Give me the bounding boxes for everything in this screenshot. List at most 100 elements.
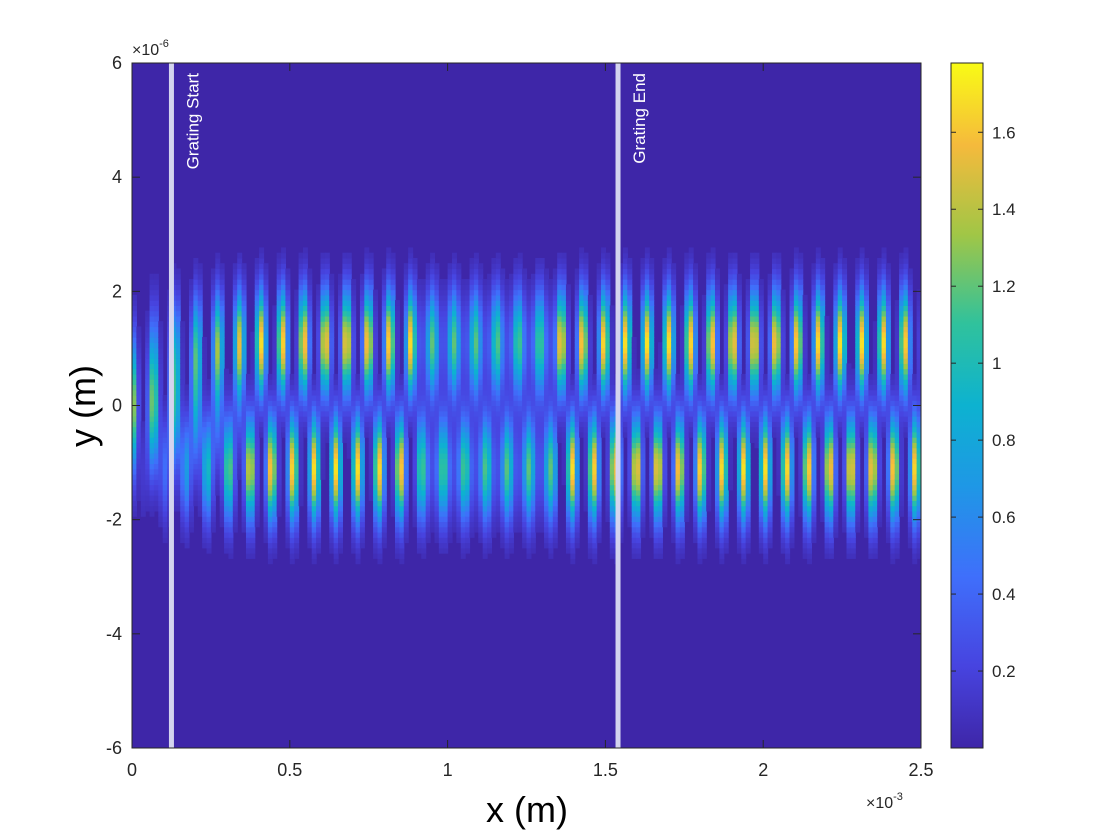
heatmap-cell [180, 468, 186, 475]
heatmap-cell [241, 379, 247, 386]
heatmap-cell [368, 426, 374, 433]
heatmap-cell [390, 474, 396, 480]
heatmap-cell [579, 263, 585, 270]
heatmap-cell [241, 363, 247, 370]
heatmap-cell [202, 463, 208, 470]
heatmap-cell [574, 400, 580, 407]
heatmap-cell [298, 479, 304, 486]
heatmap-cell [548, 547, 554, 554]
heatmap-cell [333, 495, 339, 501]
heatmap-cell [491, 384, 497, 391]
heatmap-cell [535, 431, 541, 438]
heatmap-cell [162, 505, 168, 512]
heatmap-cell [215, 458, 221, 465]
heatmap-cell [294, 342, 300, 349]
heatmap-cell [605, 410, 611, 417]
heatmap-cell [351, 384, 357, 391]
heatmap-cell [530, 331, 536, 338]
heatmap-cell [473, 405, 479, 412]
heatmap-cell [316, 426, 322, 433]
heatmap-cell [535, 379, 541, 386]
heatmap-cell [136, 431, 142, 438]
heatmap-cell [285, 505, 291, 512]
heatmap-cell [202, 421, 208, 428]
heatmap-cell [373, 431, 379, 438]
heatmap-cell [259, 310, 265, 317]
heatmap-cell [355, 394, 361, 401]
heatmap-cell [539, 263, 545, 270]
heatmap-cell [267, 521, 273, 528]
heatmap-cell [557, 368, 563, 375]
heatmap-cell [197, 410, 203, 417]
heatmap-cell [193, 479, 199, 486]
heatmap-cell [565, 537, 571, 544]
heatmap-cell [500, 405, 506, 412]
heatmap-cell [508, 421, 514, 428]
heatmap-cell [232, 484, 238, 491]
heatmap-cell [574, 442, 580, 449]
heatmap-cell [359, 321, 365, 328]
heatmap-cell [596, 431, 602, 438]
heatmap-cell [180, 405, 186, 412]
heatmap-cell [250, 379, 256, 386]
heatmap-cell [153, 310, 159, 317]
heatmap-cell [430, 347, 436, 354]
heatmap-cell [425, 489, 431, 496]
heatmap-cell [495, 352, 501, 359]
heatmap-cell [294, 452, 300, 459]
heatmap-cell [281, 279, 287, 285]
heatmap-cell [136, 468, 142, 475]
heatmap-cell [478, 458, 484, 465]
heatmap-cell [416, 379, 422, 386]
heatmap-cell [232, 416, 238, 422]
heatmap-cell [579, 331, 585, 338]
heatmap-cell [583, 321, 589, 328]
heatmap-cell [259, 321, 265, 328]
heatmap-cell [206, 452, 212, 459]
heatmap-cell [149, 447, 155, 454]
heatmap-cell [557, 421, 563, 428]
heatmap-cell [215, 368, 221, 375]
heatmap-cell [517, 358, 523, 364]
heatmap-cell [583, 452, 589, 459]
heatmap-cell [504, 279, 510, 285]
heatmap-cell [425, 394, 431, 401]
heatmap-cell [377, 410, 383, 417]
heatmap-cell [522, 389, 528, 396]
heatmap-cell [158, 363, 164, 370]
heatmap-cell [316, 326, 322, 333]
heatmap-cell [390, 379, 396, 386]
heatmap-cell [495, 326, 501, 333]
heatmap-cell [149, 437, 155, 443]
heatmap-cell [329, 426, 335, 433]
heatmap-cell [517, 510, 523, 517]
heatmap-cell [508, 363, 514, 370]
heatmap-cell [408, 421, 414, 428]
heatmap-cell [583, 294, 589, 301]
heatmap-cell [329, 289, 335, 296]
heatmap-cell [276, 337, 282, 343]
heatmap-cell [140, 431, 146, 438]
heatmap-cell [434, 268, 440, 275]
heatmap-cell [544, 352, 550, 359]
heatmap-cell [487, 368, 493, 375]
heatmap-cell [259, 300, 265, 306]
heatmap-cell [149, 331, 155, 338]
heatmap-cell [583, 342, 589, 349]
heatmap-cell [373, 310, 379, 317]
heatmap-cell [583, 416, 589, 422]
heatmap-cell [465, 405, 471, 412]
heatmap-cell [342, 373, 348, 380]
heatmap-cell [272, 489, 278, 496]
heatmap-cell [416, 468, 422, 475]
heatmap-cell [601, 263, 606, 270]
heatmap-cell [552, 352, 558, 359]
heatmap-cell [276, 394, 282, 401]
heatmap-cell [224, 542, 230, 549]
heatmap-cell [285, 463, 291, 470]
heatmap-cell [241, 526, 247, 533]
heatmap-cell [210, 363, 216, 370]
heatmap-cell [188, 305, 194, 312]
heatmap-cell [447, 279, 453, 285]
heatmap-cell [482, 458, 488, 465]
